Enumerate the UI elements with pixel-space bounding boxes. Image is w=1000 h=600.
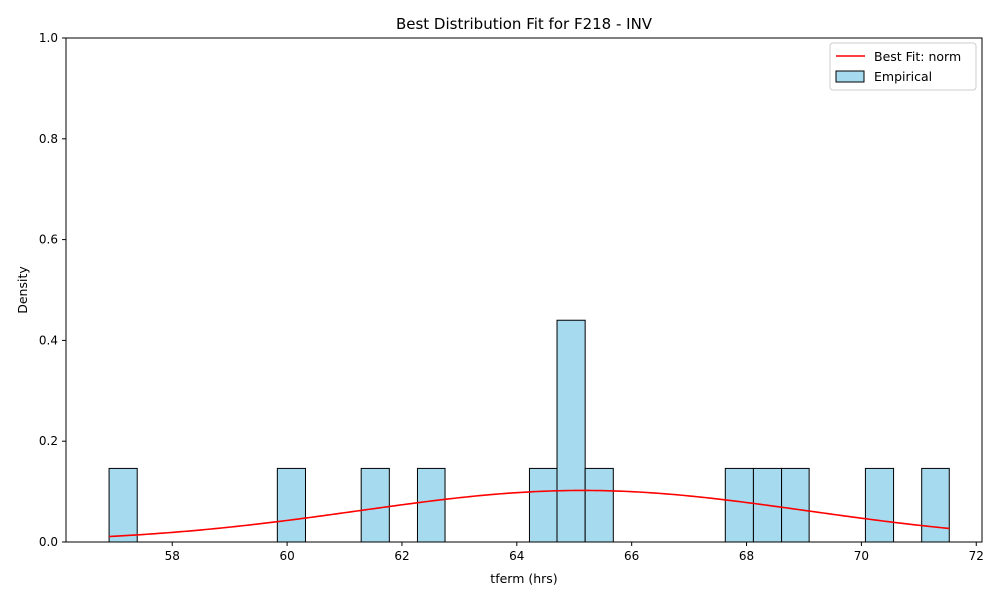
histogram-bars: [108, 319, 950, 543]
x-tick-label: 60: [279, 549, 294, 563]
y-tick-label: 0.2: [39, 434, 58, 448]
legend-empirical-swatch: [835, 70, 865, 83]
legend-fit-label: Best Fit: norm: [874, 49, 961, 64]
y-tick-label: 1.0: [39, 31, 58, 45]
histogram-bar: [921, 467, 950, 543]
chart-title: Best Distribution Fit for F218 - INV: [396, 15, 653, 33]
x-tick-label: 68: [739, 549, 754, 563]
x-tick-label: 72: [969, 549, 984, 563]
x-tick-label: 70: [854, 549, 869, 563]
histogram-bar: [276, 467, 306, 543]
y-axis: 0.0 0.2 0.4 0.6 0.8 1.0: [39, 31, 66, 549]
x-axis-label: tferm (hrs): [490, 571, 557, 586]
x-tick-label: 58: [165, 549, 180, 563]
histogram-bar: [724, 467, 754, 543]
y-tick-label: 0.0: [39, 535, 58, 549]
y-tick-label: 0.8: [39, 132, 58, 146]
y-axis-label: Density: [15, 266, 30, 314]
legend-empirical-label: Empirical: [874, 69, 932, 84]
histogram-bar: [584, 467, 614, 543]
x-tick-label: 64: [509, 549, 524, 563]
x-tick-label: 62: [394, 549, 409, 563]
histogram-bar: [108, 467, 138, 543]
histogram-bar: [781, 467, 810, 543]
histogram-bar: [416, 467, 446, 543]
plot-frame: [65, 37, 983, 543]
fit-curve: [109, 489, 950, 538]
histogram-bar: [556, 319, 586, 543]
histogram-bar: [864, 467, 895, 543]
legend: Best Fit: norm Empirical: [829, 42, 977, 91]
x-axis: 58 60 62 64 66 68 70 72: [165, 542, 984, 563]
y-tick-label: 0.4: [39, 333, 58, 347]
histogram-bar: [360, 467, 390, 543]
y-tick-label: 0.6: [39, 233, 58, 247]
legend-box: [829, 42, 977, 91]
x-tick-label: 66: [624, 549, 639, 563]
histogram-bar: [528, 467, 558, 543]
